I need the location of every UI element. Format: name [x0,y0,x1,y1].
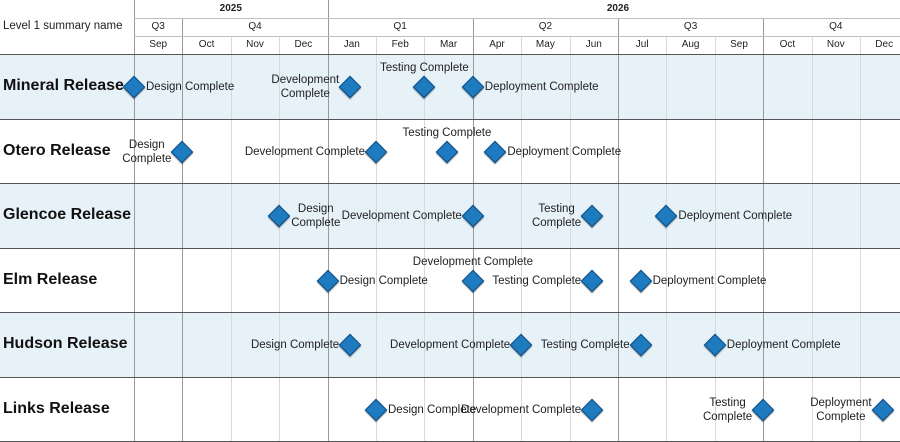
row-band [0,313,900,378]
milestone-label: Design Complete [146,81,235,93]
month-divider [182,19,183,442]
quarter-label: Q3 [683,21,698,32]
milestone-label: Testing Complete [540,339,630,351]
month-divider [812,37,813,442]
milestone-label: Development Complete [412,255,533,268]
month-divider [231,37,232,442]
row-divider [0,376,900,378]
month-divider [618,19,619,442]
month-label: Nov [246,39,264,50]
month-divider [279,37,280,442]
milestone-label: Design Complete [339,274,428,287]
milestone-label: Design Complete [122,138,172,165]
header-divider [134,36,900,37]
month-label: Dec [875,39,894,50]
quarter-label: Q3 [151,21,165,32]
month-label: Oct [779,39,796,50]
row-label-glencoe-release: Glencoe Release [3,206,132,223]
label-column-divider [134,0,135,442]
month-divider [666,37,667,442]
year-label: 2026 [606,3,630,14]
quarter-label: Q4 [248,21,262,32]
month-label: Jun [585,39,602,50]
milestone-label: Development Complete [244,145,365,158]
milestone-label: Testing Complete [531,203,582,229]
row-label-links-release: Links Release [3,399,110,417]
month-label: Mar [439,39,458,50]
row-divider [0,247,900,249]
month-divider [376,37,377,442]
row-label-elm-release: Elm Release [3,270,98,288]
month-label: Feb [391,39,409,50]
row-label-otero-release: Otero Release [3,141,111,159]
year-divider [328,0,329,442]
month-divider [473,19,474,442]
row-band [0,55,900,120]
month-label: Aug [681,39,700,50]
month-label: Jan [343,39,360,50]
milestone-label: Testing Complete [402,126,492,139]
month-divider [860,37,861,442]
milestone-label: Testing Complete [492,274,582,287]
milestone-label: Deployment Complete [678,210,793,222]
row-divider [0,312,900,313]
month-divider [521,37,522,442]
quarter-label: Q4 [829,21,843,32]
month-label: May [535,39,555,50]
quarter-label: Q2 [538,21,553,32]
month-label: Dec [294,39,313,50]
month-divider [424,37,425,442]
milestone-label: Development Complete [271,74,340,100]
milestone-label: Deployment Complete [726,339,841,351]
milestone-label: Deployment Complete [652,274,767,287]
month-label: Jul [635,39,649,50]
row-label-hudson-release: Hudson Release [3,335,128,352]
milestone-label: Deployment Complete [810,396,872,423]
month-label: Sep [730,39,748,50]
milestone-label: Deployment Complete [507,145,622,158]
header-divider [134,18,900,19]
milestone-label: Development Complete [390,339,511,351]
month-divider [715,37,716,442]
month-divider [763,19,764,442]
month-divider [570,37,571,442]
header-bottom-line [0,54,900,55]
year-label: 2025 [219,3,242,14]
month-label: Sep [149,39,168,50]
row-divider [0,118,900,120]
milestone-label: Deployment Complete [484,81,599,93]
milestone-label: Development Complete [461,403,582,416]
month-label: Oct [198,39,215,50]
quarter-label: Q1 [393,21,407,32]
month-label: Apr [489,39,505,50]
milestone-label: Design Complete [291,203,341,229]
row-band [0,184,900,249]
row-divider [0,183,900,184]
row-label-mineral-release: Mineral Release [3,77,124,94]
summary-name-header: Level 1 summary name [3,20,123,32]
milestone-label: Design Complete [388,403,477,416]
milestone-label: Development Complete [341,210,462,222]
month-label: Nov [826,39,845,50]
milestone-label: Testing Complete [379,62,469,74]
milestone-label: Design Complete [250,339,340,351]
milestone-label: Testing Complete [702,396,753,423]
